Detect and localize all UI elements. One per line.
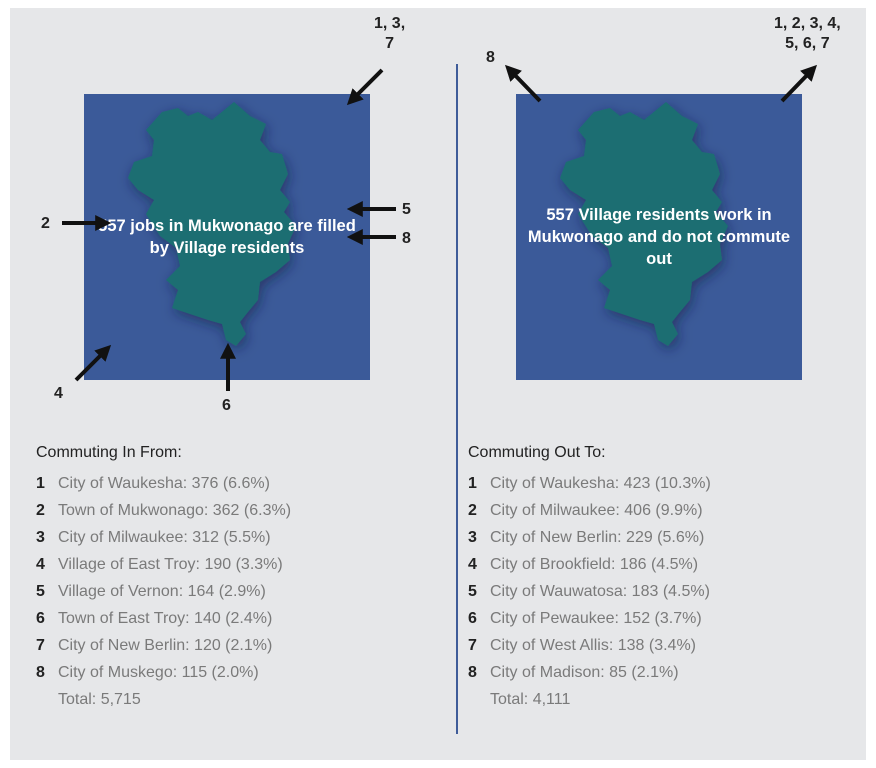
list-item: 6 Town of East Troy: 140 (2.4%) — [36, 610, 273, 627]
commuting-out-title: Commuting Out To: — [468, 444, 606, 461]
label-bottom-in: 6 — [222, 397, 231, 414]
list-item: 2 Town of Mukwonago: 362 (6.3%) — [36, 502, 292, 519]
list-item: 8 City of Muskego: 115 (2.0%) — [36, 664, 259, 681]
list-item: 4 City of Brookfield: 186 (4.5%) — [468, 556, 699, 573]
commuting-in-total: Total: 5,715 — [58, 691, 141, 708]
commute-out-map: 557 Village residents work in Mukwonago … — [516, 94, 802, 380]
label-right-lower-in: 8 — [402, 230, 411, 247]
list-item: 3 City of Milwaukee: 312 (5.5%) — [36, 529, 271, 546]
arrow-top-right-in — [346, 68, 384, 106]
label-right-upper-in: 5 — [402, 201, 411, 218]
list-item: 1 City of Waukesha: 376 (6.6%) — [36, 475, 270, 492]
label-top-left-out: 8 — [486, 49, 495, 66]
list-item: 2 City of Milwaukee: 406 (9.9%) — [468, 502, 703, 519]
list-item: 6 City of Pewaukee: 152 (3.7%) — [468, 610, 702, 627]
commuting-out-list: 1 City of Waukesha: 423 (10.3%) 2 City of … — [468, 470, 711, 713]
commute-in-map-text: 557 jobs in Mukwonago are filled by Vill… — [98, 217, 356, 257]
arrow-bottom-left-in — [74, 344, 112, 382]
center-divider — [456, 64, 458, 734]
list-item: 7 City of New Berlin: 120 (2.1%) — [36, 637, 273, 654]
list-item: 8 City of Madison: 85 (2.1%) — [468, 664, 679, 681]
list-item: 7 City of West Allis: 138 (3.4%) — [468, 637, 696, 654]
arrow-top-right-out — [780, 64, 818, 103]
village-shape-right — [560, 102, 728, 346]
list-item: 5 City of Wauwatosa: 183 (4.5%) — [468, 583, 710, 600]
commuting-in-title: Commuting In From: — [36, 444, 182, 461]
label-left-in: 2 — [41, 215, 50, 232]
label-top-right-out: 1, 2, 3, 4, 5, 6, 7 — [774, 15, 841, 52]
list-item: 5 Village of Vernon: 164 (2.9%) — [36, 583, 266, 600]
list-item: 4 Village of East Troy: 190 (3.3%) — [36, 556, 283, 573]
label-bottom-left-in: 4 — [54, 385, 63, 402]
list-item: 3 City of New Berlin: 229 (5.6%) — [468, 529, 705, 546]
commuting-in-list: 1 City of Waukesha: 376 (6.6%) 2 Town of M… — [36, 470, 291, 713]
commute-out-map-text: 557 Village residents work in Mukwonago … — [527, 206, 791, 268]
commuting-out-total: Total: 4,111 — [490, 691, 571, 708]
village-shape-left — [128, 102, 296, 346]
commute-arrows — [62, 64, 818, 391]
label-top-right-in: 1, 3, 7 — [374, 15, 406, 52]
list-item: 1 City of Waukesha: 423 (10.3%) — [468, 475, 711, 492]
commute-in-map: 557 jobs in Mukwonago are filled by Vill… — [84, 94, 370, 380]
commuting-panel: 557 jobs in Mukwonago are filled by Vill… — [10, 8, 866, 760]
arrow-top-left-out — [504, 64, 542, 103]
